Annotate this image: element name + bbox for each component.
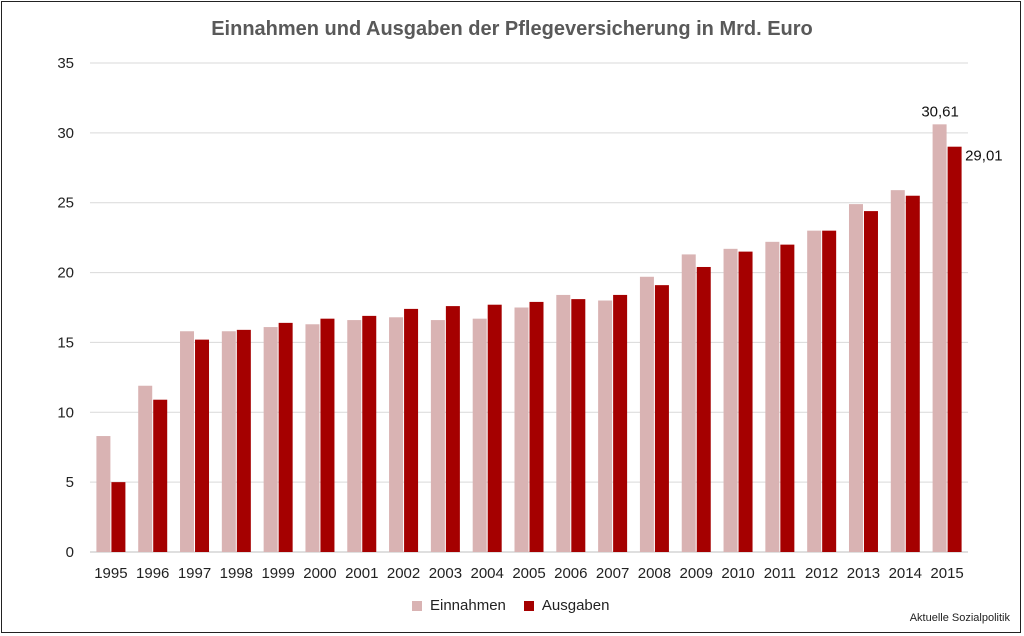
bar-einnahmen-1995 xyxy=(96,436,111,552)
x-tick-label: 2001 xyxy=(345,565,378,582)
bar-einnahmen-1999 xyxy=(263,327,278,552)
bar-einnahmen-2001 xyxy=(347,320,362,552)
y-tick-label: 10 xyxy=(57,404,74,421)
bar-ausgaben-2010 xyxy=(738,251,753,552)
x-tick-label: 2011 xyxy=(764,565,796,582)
y-tick-label: 15 xyxy=(57,334,74,351)
bar-ausgaben-2002 xyxy=(404,308,419,552)
y-tick-label: 35 xyxy=(57,55,74,72)
x-tick-label: 2006 xyxy=(554,565,587,582)
data-label-ausgaben-2015: 29,01 xyxy=(965,148,1003,165)
legend-item-ausgaben: Ausgaben xyxy=(523,597,610,614)
y-tick-label: 0 xyxy=(66,544,74,561)
legend: Einnahmen Ausgaben xyxy=(412,597,627,614)
x-tick-label: 2005 xyxy=(512,565,545,582)
bar-ausgaben-2006 xyxy=(571,299,586,552)
source-note: Aktuelle Sozialpolitik xyxy=(909,612,1010,624)
bar-einnahmen-2011 xyxy=(765,241,780,552)
data-label-einnahmen-2015: 30,61 xyxy=(921,103,959,120)
bar-einnahmen-2005 xyxy=(514,307,529,552)
bar-ausgaben-2004 xyxy=(487,304,502,552)
bar-ausgaben-2013 xyxy=(863,211,878,552)
y-tick-label: 30 xyxy=(57,125,74,142)
y-tick-label: 5 xyxy=(66,474,74,491)
legend-label-ausgaben: Ausgaben xyxy=(541,597,610,614)
bar-ausgaben-2011 xyxy=(780,244,795,552)
bar-ausgaben-2014 xyxy=(905,195,920,552)
data-labels: 30,61 29,01 xyxy=(921,103,1002,164)
x-tick-label: 2000 xyxy=(303,565,336,582)
y-axis-ticks: 0 5 10 15 20 25 30 35 xyxy=(57,55,74,561)
bar-einnahmen-2012 xyxy=(807,230,822,552)
x-tick-label: 1996 xyxy=(136,565,169,582)
bar-ausgaben-2007 xyxy=(613,294,628,552)
x-tick-label: 2007 xyxy=(596,565,629,582)
y-tick-label: 20 xyxy=(57,265,74,282)
x-tick-label: 2014 xyxy=(889,565,922,582)
bar-einnahmen-1997 xyxy=(180,331,195,552)
x-tick-label: 2015 xyxy=(930,565,963,582)
chart-title: Einnahmen und Ausgaben der Pflegeversich… xyxy=(211,18,813,40)
bar-einnahmen-1996 xyxy=(138,385,153,552)
legend-label-einnahmen: Einnahmen xyxy=(430,597,506,614)
x-tick-label: 2008 xyxy=(638,565,671,582)
bar-einnahmen-2015 xyxy=(932,124,947,553)
legend-swatch-einnahmen xyxy=(412,600,422,611)
bar-ausgaben-2015 xyxy=(947,146,962,553)
bar-ausgaben-1995 xyxy=(111,482,126,552)
bar-ausgaben-2000 xyxy=(320,318,335,552)
bar-ausgaben-1996 xyxy=(153,399,168,552)
x-tick-label: 1999 xyxy=(261,565,294,582)
bar-einnahmen-2000 xyxy=(305,324,320,552)
gridlines xyxy=(90,62,968,553)
legend-swatch-ausgaben xyxy=(523,600,534,611)
bar-einnahmen-2003 xyxy=(430,320,445,552)
bar-ausgaben-2009 xyxy=(696,266,711,552)
bar-einnahmen-1998 xyxy=(221,331,236,552)
bar-einnahmen-2006 xyxy=(556,294,571,552)
bar-ausgaben-2012 xyxy=(822,230,837,552)
x-tick-label: 2002 xyxy=(387,565,420,582)
bar-ausgaben-2001 xyxy=(362,315,377,552)
bar-ausgaben-2005 xyxy=(529,301,544,552)
bars xyxy=(96,124,962,553)
bar-ausgaben-1998 xyxy=(236,329,251,552)
bar-einnahmen-2014 xyxy=(890,190,905,552)
x-axis-ticks: 1995 1996 1997 1998 1999 2000 2001 2002 2003 2004… xyxy=(94,565,964,582)
x-tick-label: 2003 xyxy=(429,565,462,582)
x-tick-label: 2010 xyxy=(721,565,754,582)
x-tick-label: 2013 xyxy=(847,565,880,582)
bar-ausgaben-1997 xyxy=(195,339,210,552)
bar-einnahmen-2004 xyxy=(472,318,487,552)
bar-einnahmen-2008 xyxy=(639,276,654,552)
x-tick-label: 2009 xyxy=(680,565,713,582)
bar-einnahmen-2002 xyxy=(389,317,404,552)
bar-ausgaben-2003 xyxy=(445,306,460,552)
x-tick-label: 2004 xyxy=(471,565,504,582)
bar-ausgaben-2008 xyxy=(654,285,669,552)
bar-einnahmen-2007 xyxy=(598,300,613,552)
y-tick-label: 25 xyxy=(57,195,74,212)
x-tick-label: 1998 xyxy=(220,565,253,582)
legend-item-einnahmen: Einnahmen xyxy=(412,597,506,614)
bar-ausgaben-1999 xyxy=(278,322,293,552)
x-tick-label: 2012 xyxy=(805,565,838,582)
bar-einnahmen-2013 xyxy=(848,204,863,552)
x-tick-label: 1997 xyxy=(178,565,211,582)
x-tick-label: 1995 xyxy=(94,565,127,582)
bar-einnahmen-2009 xyxy=(681,254,696,552)
bar-einnahmen-2010 xyxy=(723,248,738,552)
